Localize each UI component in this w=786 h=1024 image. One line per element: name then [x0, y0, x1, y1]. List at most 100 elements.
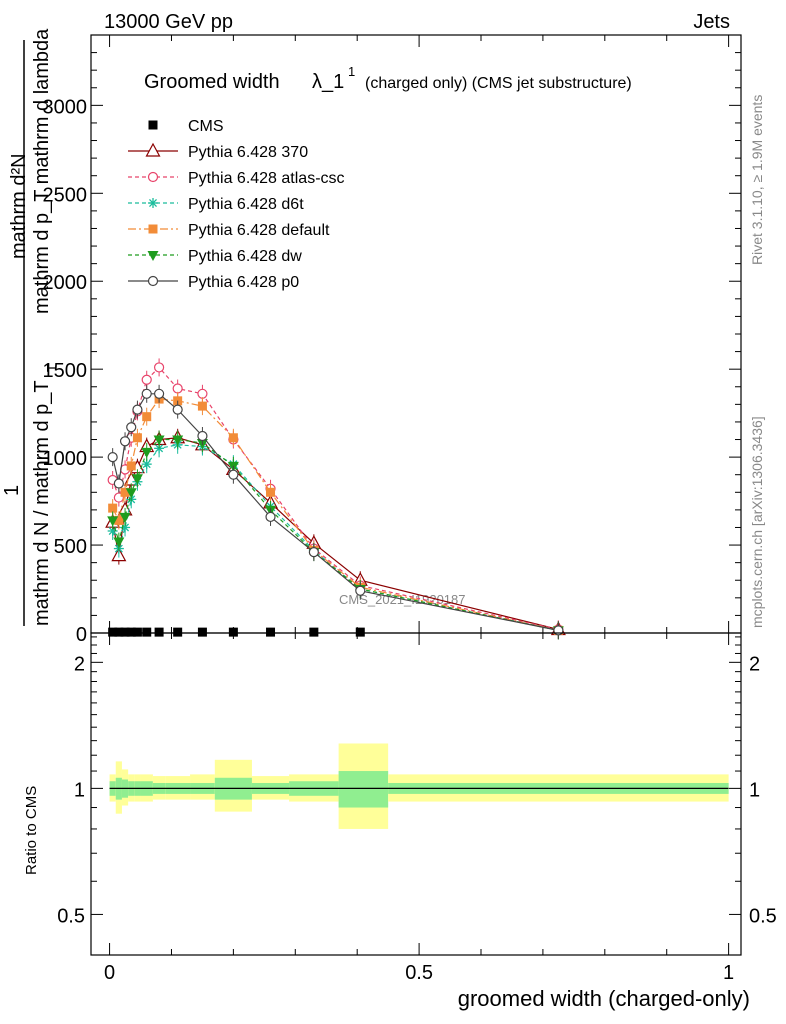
data-point — [197, 388, 208, 399]
series-line — [112, 437, 559, 631]
ratio-y-tick-label-right: 1 — [749, 779, 760, 801]
ratio-y-tick-label: 0.5 — [57, 905, 85, 927]
legend-label: Pythia 6.428 dw — [188, 248, 302, 265]
y-tick-label: 2000 — [43, 272, 88, 294]
series-5 — [107, 430, 564, 640]
data-point — [108, 627, 118, 637]
data-point — [120, 627, 130, 637]
data-point — [107, 452, 118, 463]
legend-entry: Pythia 6.428 p0 — [128, 274, 299, 291]
legend-marker — [147, 171, 159, 183]
data-point — [265, 511, 276, 523]
data-point — [172, 435, 184, 446]
legend-marker — [147, 275, 159, 287]
ratio-y-tick-label: 1 — [74, 779, 85, 801]
ratio-x-tick-labels: 0 0.5 1 — [104, 962, 734, 984]
series-line — [112, 444, 559, 631]
y-tick-label: 2500 — [43, 184, 88, 206]
data-point — [266, 627, 276, 637]
data-point — [120, 487, 130, 497]
ratio-y-tick-label: 2 — [74, 653, 85, 675]
legend-marker — [147, 251, 159, 261]
data-point — [119, 436, 131, 447]
data-point — [131, 474, 143, 485]
main-ylabel-mid: mathrm d p_T mathrm d lambda — [31, 28, 53, 314]
main-y-label: mathrm d²N mathrm d p_T mathrm d lambda … — [1, 28, 59, 626]
data-point — [141, 388, 152, 399]
data-point — [355, 627, 365, 637]
data-point — [142, 627, 152, 637]
legend-marker — [145, 142, 161, 157]
side-rivet: Rivet 3.1.10, ≥ 1.9M events — [749, 95, 765, 265]
series-layer — [105, 358, 566, 640]
x-tick-label: 1 — [723, 962, 734, 984]
legend-label: CMS — [188, 118, 224, 135]
series-1 — [105, 428, 566, 639]
legend-label: Pythia 6.428 default — [188, 222, 330, 239]
title-tail: (charged only) (CMS jet substructure) — [365, 75, 632, 92]
data-point — [125, 488, 137, 499]
series-0 — [108, 627, 365, 637]
main-ylabel-one: 1 — [1, 485, 23, 496]
data-point — [197, 430, 208, 442]
y-tick-label: 3000 — [43, 96, 88, 118]
legend-label: Pythia 6.428 atlas-csc — [188, 170, 345, 187]
data-point — [355, 585, 366, 596]
legend-entry: CMS — [148, 118, 224, 135]
data-point — [172, 383, 183, 394]
side-mcplots: mcplots.cern.ch [arXiv:1306.3436] — [749, 416, 765, 628]
title-main: Groomed width — [144, 71, 280, 93]
ratio-y-tick-label-right: 2 — [749, 653, 760, 675]
data-point — [132, 404, 143, 415]
legend-entry: Pythia 6.428 atlas-csc — [128, 170, 345, 187]
series-line — [112, 398, 559, 631]
data-point — [173, 627, 183, 637]
data-point — [126, 627, 136, 637]
data-point — [114, 515, 124, 525]
legend-label: Pythia 6.428 370 — [188, 144, 308, 161]
series-3 — [107, 435, 564, 640]
band-inner — [338, 771, 389, 808]
y-tick-label: 0 — [76, 624, 87, 646]
ratio-y-tick-label-right: 0.5 — [749, 905, 777, 927]
data-point — [119, 512, 131, 523]
series-line — [112, 366, 559, 631]
data-point — [309, 627, 319, 637]
data-point — [141, 374, 152, 385]
data-point — [228, 627, 238, 637]
ratio-plot-frame — [90, 632, 742, 956]
main-ylabel-t: T — [44, 364, 59, 372]
data-point — [142, 412, 152, 422]
chart-title: Groomed width λ_1 1 (charged only) (CMS … — [144, 64, 632, 93]
main-y-tick-labels: 0 500 1000 1500 2000 2500 3000 — [43, 96, 88, 646]
main-ylabel-top: mathrm d²N — [8, 153, 30, 259]
legend-label: Pythia 6.428 d6t — [188, 196, 304, 213]
legend-entry: Pythia 6.428 dw — [128, 248, 302, 265]
data-point — [114, 627, 124, 637]
header-right: Jets — [693, 11, 730, 33]
series-4 — [108, 390, 563, 640]
ratio-y-tick-labels: 0.5 0.5 1 1 2 2 — [57, 653, 777, 927]
data-point — [308, 546, 319, 558]
data-point — [121, 523, 130, 532]
data-point — [113, 478, 124, 489]
x-axis-label: groomed width (charged-only) — [458, 986, 750, 1011]
ratio-y-label: Ratio to CMS — [23, 786, 40, 875]
data-point — [266, 487, 276, 497]
data-point — [172, 404, 183, 415]
series-6 — [107, 384, 564, 640]
legend-marker — [148, 224, 158, 234]
legend-marker — [149, 199, 157, 207]
data-point — [132, 433, 142, 443]
data-point — [228, 433, 238, 443]
legend-label: Pythia 6.428 p0 — [188, 274, 299, 291]
legend-entry: Pythia 6.428 default — [128, 222, 330, 239]
x-tick-label: 0.5 — [405, 962, 433, 984]
data-point — [142, 460, 151, 469]
data-point — [197, 401, 207, 411]
series-line — [112, 438, 559, 631]
y-tick-label: 1000 — [43, 448, 88, 470]
data-point — [141, 447, 153, 458]
title-lambda: λ_1 — [312, 71, 344, 93]
